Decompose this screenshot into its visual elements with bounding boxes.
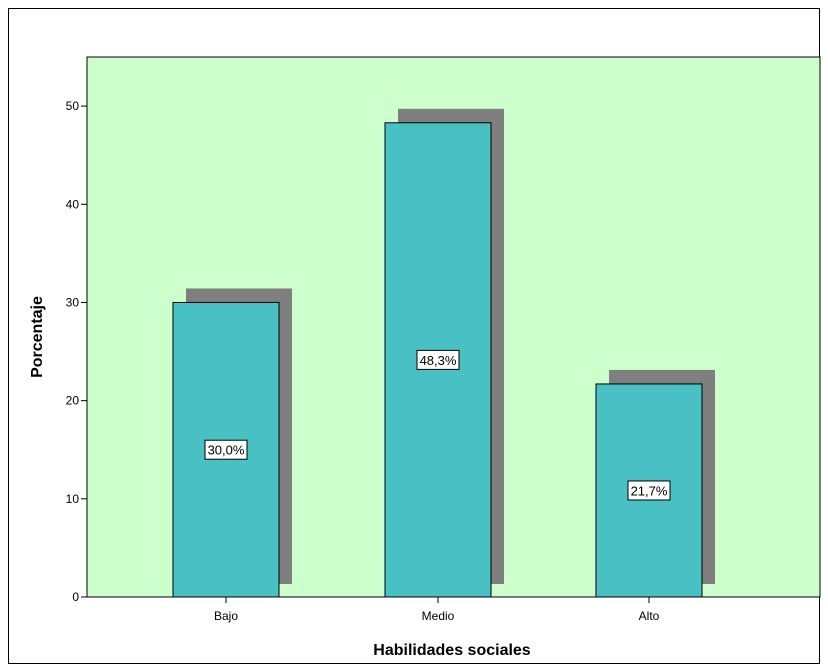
x-axis: Bajo Medio Alto xyxy=(214,597,660,623)
x-tick-label: Medio xyxy=(422,609,455,623)
y-tick-label: 50 xyxy=(66,99,80,113)
data-label-box xyxy=(204,439,248,460)
y-tick-label: 10 xyxy=(66,492,80,506)
data-label: 48,3% xyxy=(420,353,457,368)
y-tick-label: 20 xyxy=(66,394,80,408)
data-label: 21,7% xyxy=(631,483,668,498)
x-tick-label: Bajo xyxy=(214,609,238,623)
data-label: 30,0% xyxy=(208,443,245,458)
data-label-box xyxy=(627,480,671,501)
y-axis: 0 10 20 30 40 50 xyxy=(66,99,87,604)
x-tick-label: Alto xyxy=(639,609,660,623)
y-tick-label: 40 xyxy=(66,197,80,211)
y-tick-label: 0 xyxy=(72,590,79,604)
data-label-box xyxy=(416,349,460,370)
data-labels: 30,0% 48,3% 21,7% xyxy=(204,349,671,501)
x-axis-label: Habilidades sociales xyxy=(373,642,531,659)
bars xyxy=(172,122,703,598)
y-axis-label: Porcentaje xyxy=(29,296,46,378)
y-tick-label: 30 xyxy=(66,295,80,309)
